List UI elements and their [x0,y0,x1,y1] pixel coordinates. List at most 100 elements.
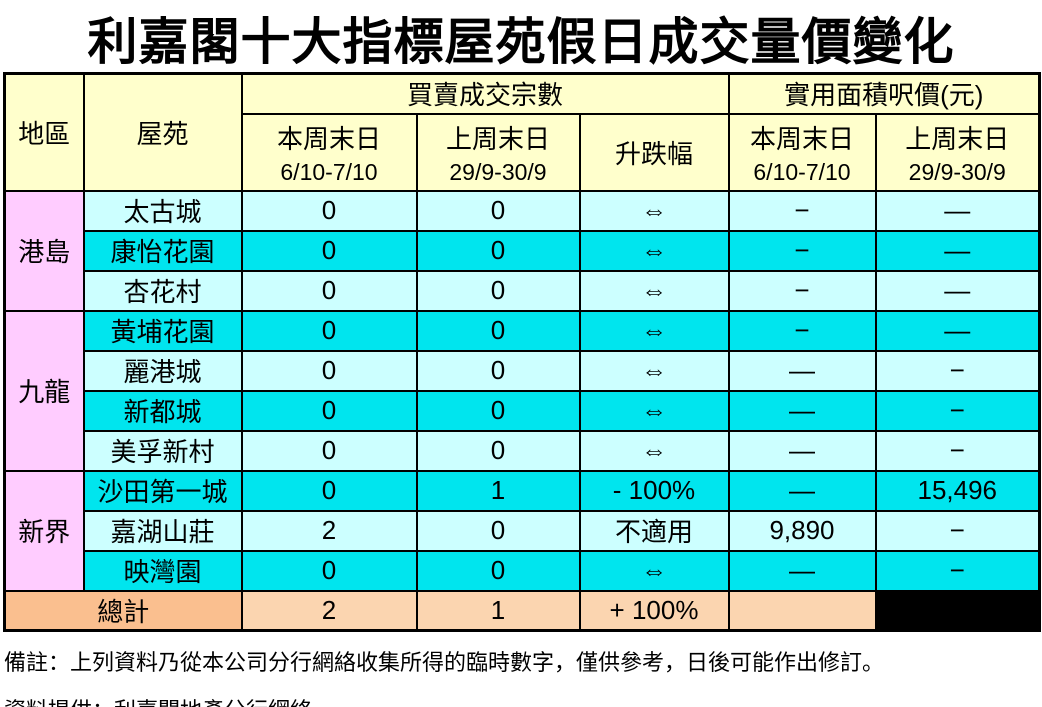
header-change: 升跌幅 [578,112,730,192]
cell-estate: 黃埔花園 [82,309,243,352]
header-deals-group: 買賣成交宗數 [240,72,730,115]
cell-change: ⇔ [578,429,730,472]
total-row: 總計 2 1 + 100% [3,589,1041,631]
header-sub-row: 本周末日 6/10-7/10 上周末日 29/9-30/9 升跌幅 本周末日 6… [5,112,1041,192]
table-row: 美孚新村 0 0 ⇔ — − [5,429,1041,472]
total-deals-this-week: 2 [240,589,418,631]
cell-price-last-week: — [874,309,1041,352]
cell-deals-this-week: 0 [240,469,418,512]
report-table: 地區 屋苑 買賣成交宗數 實用面積呎價(元) 本周末日 6/10-7/10 上周… [3,72,1042,632]
header-deals-this-week: 本周末日 6/10-7/10 [240,112,418,192]
table-row: 新界 沙田第一城 0 1 - 100% — 15,496 [3,469,1041,592]
deals-this-week-dates: 6/10-7/10 [280,158,378,185]
district-cell-new-territories: 新界 [3,469,85,592]
cell-deals-this-week: 0 [240,349,418,392]
table-row: 康怡花園 0 0 ⇔ − — [5,229,1041,272]
cell-price-last-week: − [874,549,1041,592]
cell-deals-this-week: 0 [240,269,418,312]
table-row: 嘉湖山莊 2 0 不適用 9,890 − [5,509,1041,552]
cell-change: ⇔ [578,349,730,392]
price-this-week-label: 本周末日 [749,123,854,154]
footnotes: 備註：上列資料乃從本公司分行網絡收集所得的臨時數字，僅供參考，日後可能作出修訂。… [4,645,1042,707]
table-row: 麗港城 0 0 ⇔ — − [5,349,1041,392]
district-cell-kowloon: 九龍 [3,309,85,472]
deals-this-week-label: 本周末日 [276,123,381,154]
cell-change: ⇔ [578,269,730,312]
total-price-last-week-blank [874,589,1041,631]
district-cell-hong-kong-island: 港島 [3,189,85,312]
cell-price-this-week: — [727,429,877,472]
header-price-this-week: 本周末日 6/10-7/10 [727,112,877,192]
header-price-group: 實用面積呎價(元) [727,72,1041,115]
cell-deals-last-week: 0 [415,549,581,592]
deals-last-week-label: 上周末日 [445,123,550,154]
cell-price-last-week: − [874,429,1041,472]
total-price-this-week [727,589,877,631]
cell-change: ⇔ [578,549,730,592]
cell-change: ⇔ [578,309,730,352]
cell-price-last-week: − [874,349,1041,392]
cell-deals-last-week: 0 [415,509,581,552]
header-group-row: 地區 屋苑 買賣成交宗數 實用面積呎價(元) [3,72,1041,192]
cell-deals-last-week: 0 [415,429,581,472]
cell-price-this-week: − [727,309,877,352]
cell-price-last-week: 15,496 [874,469,1041,512]
cell-price-this-week: − [727,189,877,232]
footnote-source: 資料提供：利嘉閣地產分行網絡 [4,693,1042,707]
cell-change: 不適用 [578,509,730,552]
cell-deals-this-week: 0 [240,189,418,232]
cell-deals-this-week: 0 [240,389,418,432]
cell-estate: 麗港城 [82,349,243,392]
cell-estate: 康怡花園 [82,229,243,272]
cell-price-last-week: − [874,389,1041,432]
cell-price-this-week: 9,890 [727,509,877,552]
cell-price-last-week: — [874,189,1041,232]
cell-estate: 太古城 [82,189,243,232]
cell-deals-last-week: 0 [415,389,581,432]
price-last-week-dates: 29/9-30/9 [908,158,1006,185]
cell-price-last-week: — [874,229,1041,272]
cell-change: ⇔ [578,389,730,432]
cell-price-this-week: − [727,229,877,272]
header-deals-last-week: 上周末日 29/9-30/9 [415,112,581,192]
table-row: 杏花村 0 0 ⇔ − — [5,269,1041,312]
cell-deals-last-week: 0 [415,229,581,272]
total-label: 總計 [3,589,243,631]
cell-deals-last-week: 0 [415,349,581,392]
cell-estate: 杏花村 [82,269,243,312]
cell-price-last-week: − [874,509,1041,552]
price-this-week-dates: 6/10-7/10 [753,158,851,185]
cell-price-this-week: — [727,549,877,592]
cell-deals-this-week: 0 [240,549,418,592]
cell-price-this-week: — [727,389,877,432]
cell-deals-this-week: 0 [240,229,418,272]
footnote-note: 備註：上列資料乃從本公司分行網絡收集所得的臨時數字，僅供參考，日後可能作出修訂。 [4,649,885,675]
cell-deals-last-week: 0 [415,189,581,232]
deals-last-week-dates: 29/9-30/9 [449,158,547,185]
cell-change: ⇔ [578,229,730,272]
cell-deals-last-week: 0 [415,309,581,352]
cell-estate: 美孚新村 [82,429,243,472]
cell-price-this-week: − [727,269,877,312]
price-last-week-label: 上周末日 [905,123,1010,154]
table-row: 新都城 0 0 ⇔ — − [5,389,1041,432]
cell-deals-this-week: 0 [240,429,418,472]
header-estate: 屋苑 [82,72,243,192]
header-price-last-week: 上周末日 29/9-30/9 [874,112,1041,192]
table-row: 港島 太古城 0 0 ⇔ − — [3,189,1041,312]
page-title: 利嘉閣十大指標屋苑假日成交量價變化 [87,14,955,70]
cell-estate: 映灣園 [82,549,243,592]
total-change: + 100% [578,589,730,631]
table-row: 九龍 黃埔花園 0 0 ⇔ − — [3,309,1041,472]
cell-estate: 嘉湖山莊 [82,509,243,552]
cell-change: ⇔ [578,189,730,232]
cell-change: - 100% [578,469,730,512]
cell-estate: 新都城 [82,389,243,432]
cell-deals-this-week: 2 [240,509,418,552]
cell-price-this-week: — [727,349,877,392]
cell-deals-last-week: 1 [415,469,581,512]
cell-deals-this-week: 0 [240,309,418,352]
cell-price-last-week: — [874,269,1041,312]
header-district: 地區 [3,72,85,192]
